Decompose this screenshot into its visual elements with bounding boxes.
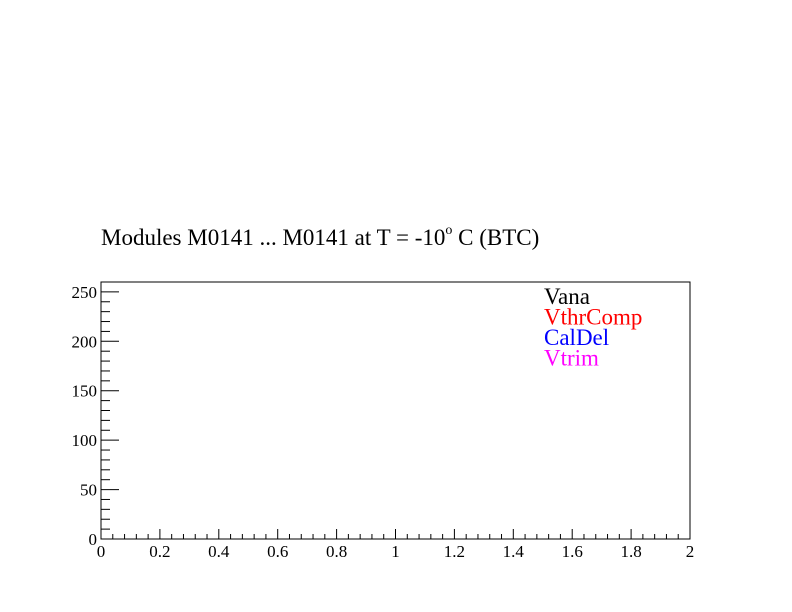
x-tick-label: 0.8 xyxy=(326,542,347,561)
y-tick-label: 150 xyxy=(72,382,98,401)
y-tick-label: 50 xyxy=(80,481,97,500)
x-axis: 0 0.2 0.4 0.6 0.8 1 1.2 1.4 1.6 1.8 2 xyxy=(97,529,695,561)
x-tick-label: 1.8 xyxy=(620,542,641,561)
x-tick-label: 0.2 xyxy=(149,542,170,561)
chart-title-prefix: Modules M0141 ... M0141 at T = -10 xyxy=(101,225,446,250)
x-tick-label: 0 xyxy=(97,542,106,561)
chart-title: Modules M0141 ... M0141 at T = -10o C (B… xyxy=(101,223,540,251)
x-tick-label: 1 xyxy=(391,542,400,561)
legend-entry-vana: Vana xyxy=(544,284,590,309)
x-tick-label: 0.6 xyxy=(267,542,288,561)
x-tick-label: 1.2 xyxy=(444,542,465,561)
chart-title-suffix: C (BTC) xyxy=(452,225,540,250)
y-tick-label: 100 xyxy=(72,431,98,450)
y-tick-label: 0 xyxy=(89,530,98,549)
x-tick-label: 0.4 xyxy=(208,542,230,561)
legend-entry-caldel: CalDel xyxy=(544,325,609,350)
legend-entry-vtrim: Vtrim xyxy=(544,346,599,371)
x-tick-label: 1.6 xyxy=(562,542,583,561)
y-tick-label: 200 xyxy=(72,332,98,351)
x-tick-label: 2 xyxy=(686,542,695,561)
x-tick-label: 1.4 xyxy=(503,542,525,561)
y-tick-label: 250 xyxy=(72,283,98,302)
chart-title-degree: o xyxy=(445,223,453,238)
legend-entry-vthrcomp: VthrComp xyxy=(544,305,642,330)
y-axis: 0 50 100 150 200 250 xyxy=(72,281,119,549)
